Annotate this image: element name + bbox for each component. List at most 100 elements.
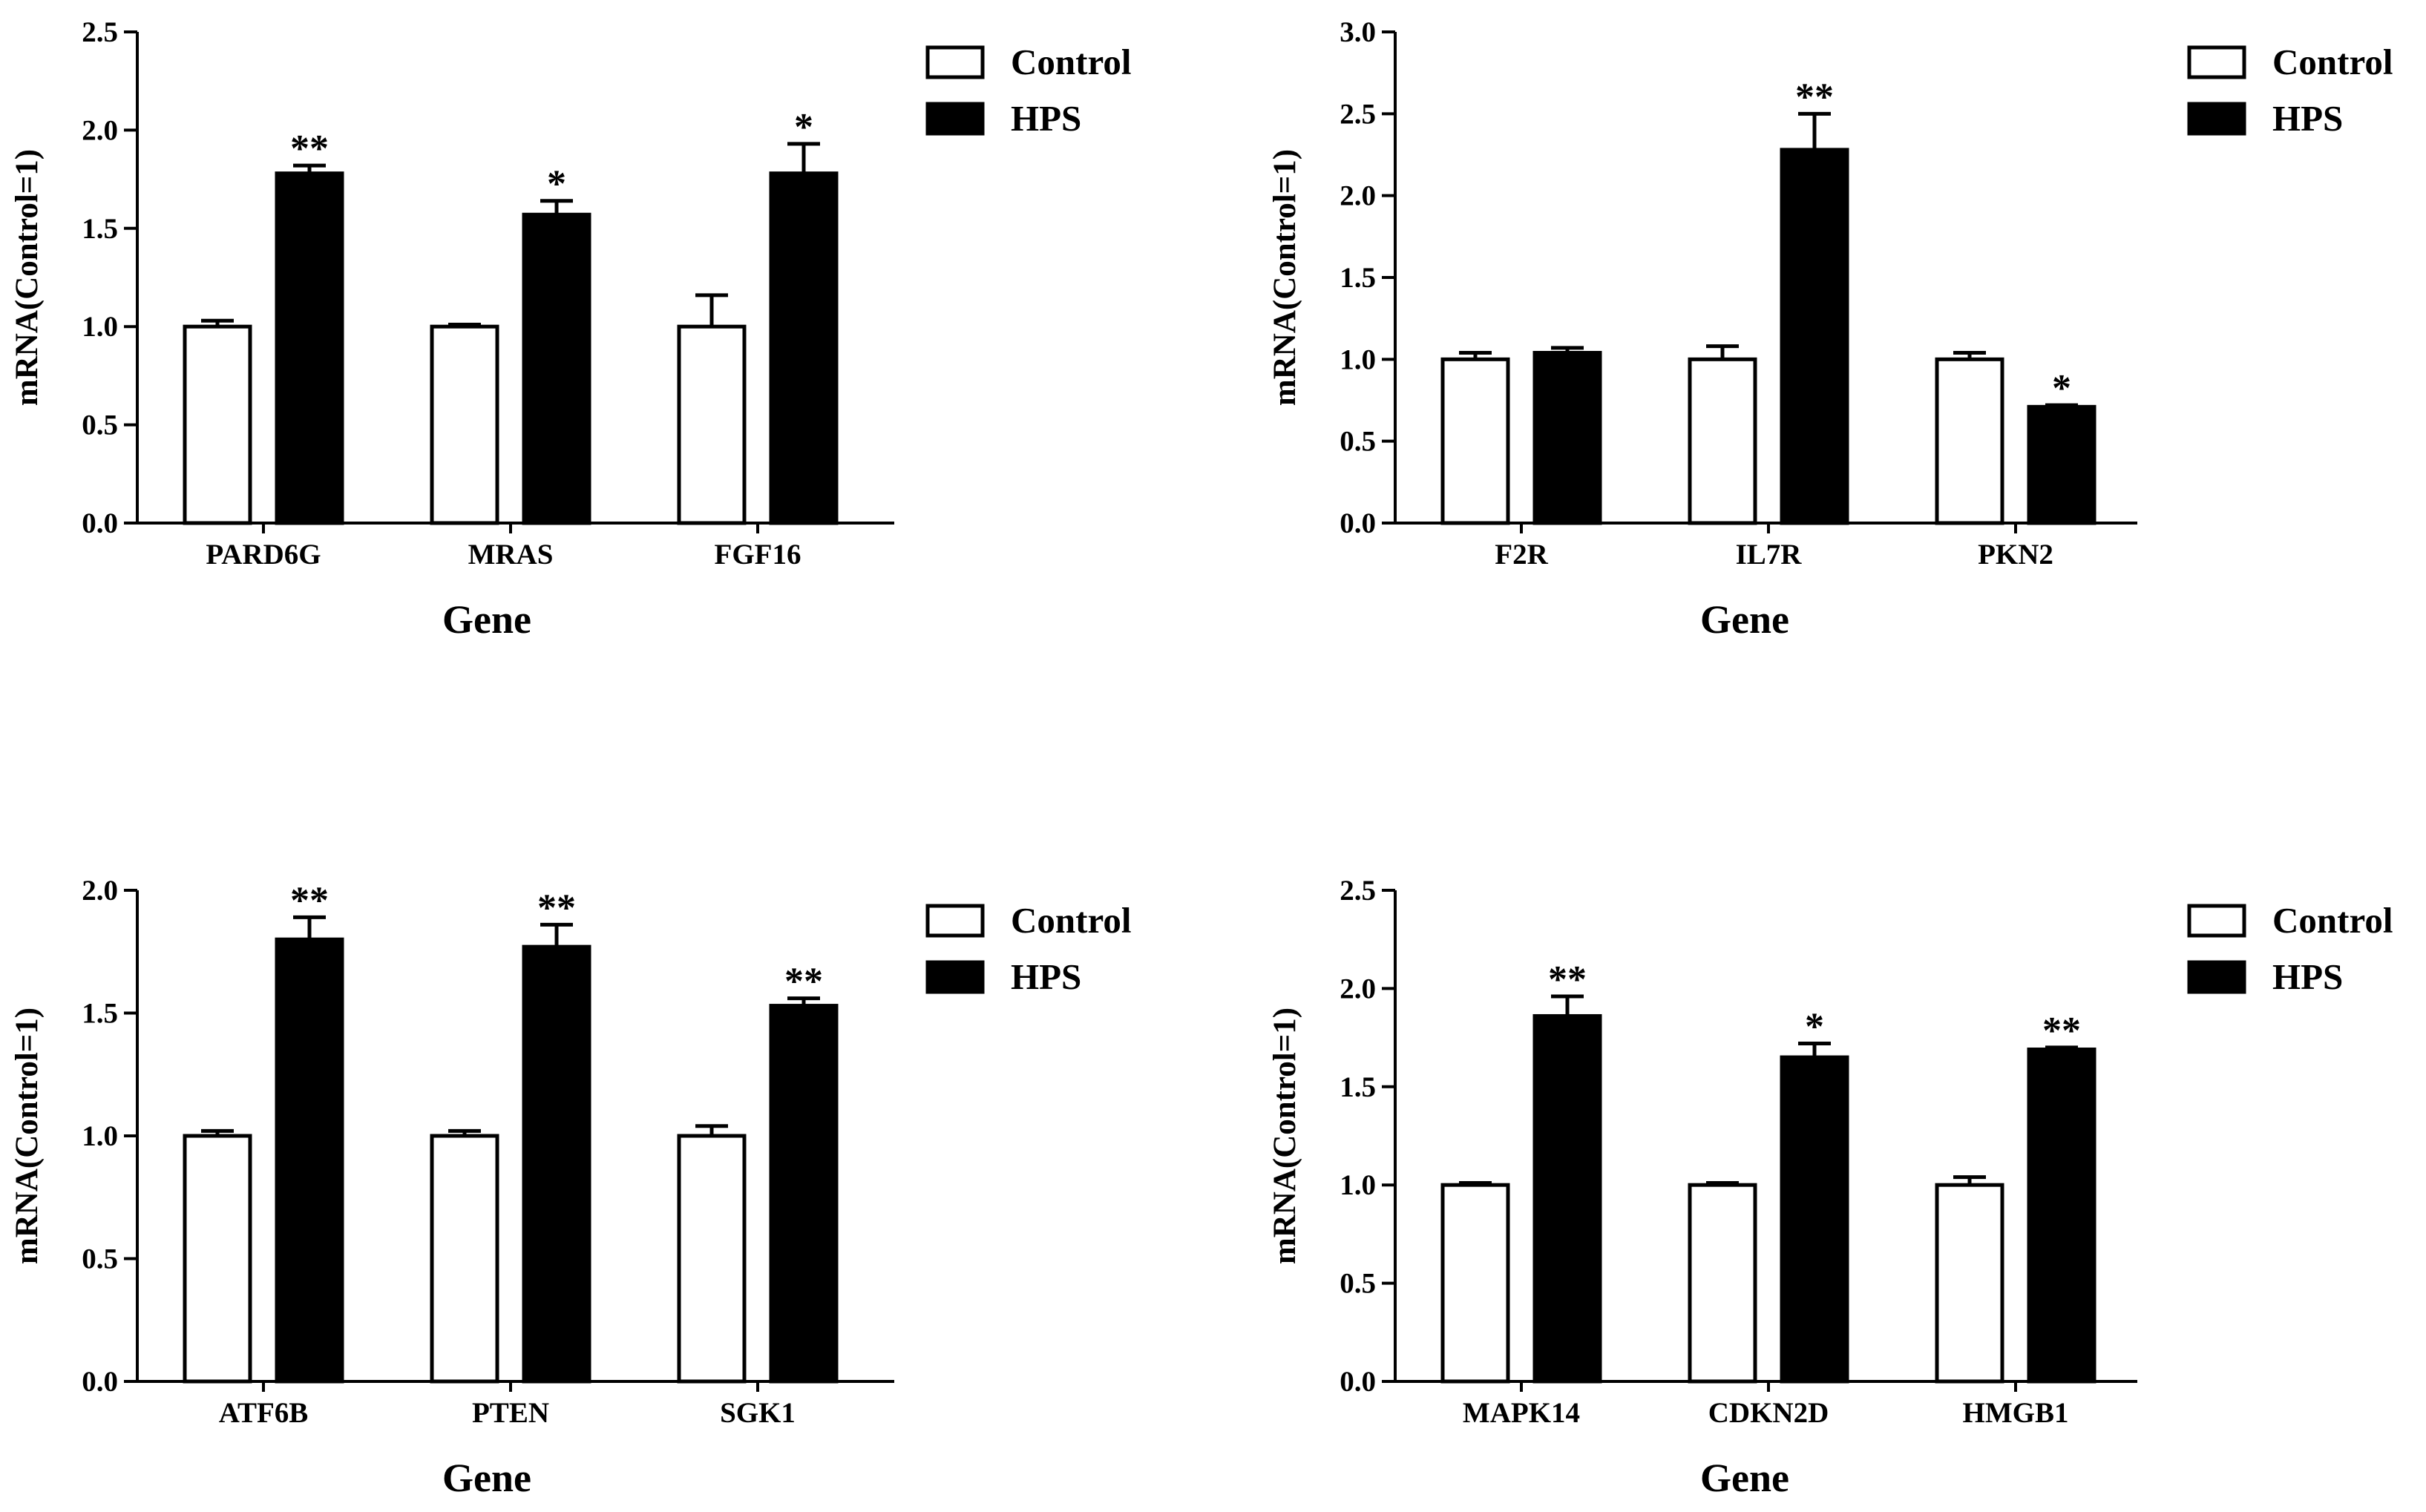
y-tick-label: 1.5 <box>1340 262 1376 294</box>
legend-label-hps: HPS <box>1011 98 1081 139</box>
bar-hps-pkn2 <box>2027 404 2096 525</box>
legend-label-control: Control <box>2272 900 2393 941</box>
legend: Control HPS <box>2187 900 2393 997</box>
y-tick-label: 1.0 <box>82 311 118 343</box>
significance-marker: ** <box>537 887 576 929</box>
significance-marker: * <box>2052 367 2071 410</box>
y-tick-label: 1.5 <box>82 998 118 1030</box>
category-label: PTEN <box>472 1397 549 1429</box>
y-tick-label: 0.5 <box>1340 426 1376 458</box>
significance-marker: ** <box>290 128 329 170</box>
y-tick-label: 1.5 <box>82 213 118 245</box>
category-label: ATF6B <box>219 1397 309 1429</box>
y-tick-label: 0.0 <box>82 507 118 539</box>
significance-marker: * <box>794 106 813 148</box>
category-label: IL7R <box>1736 539 1803 571</box>
y-tick-label: 0.0 <box>82 1366 118 1398</box>
bar-control-fgf16 <box>677 324 747 525</box>
legend-label-control: Control <box>2272 42 2393 82</box>
legend-label-hps: HPS <box>1011 956 1081 997</box>
bar-hps-pten <box>522 944 591 1384</box>
y-tick-label: 0.0 <box>1340 507 1376 539</box>
bar-hps-mapk14 <box>1532 1013 1602 1384</box>
legend-swatch-hps <box>2187 102 2246 136</box>
x-axis-title: Gene <box>1700 1456 1789 1500</box>
bar-control-mapk14 <box>1440 1183 1510 1384</box>
bar-control-f2r <box>1440 357 1510 525</box>
significance-marker: ** <box>2042 1010 2081 1052</box>
significance-marker: * <box>1805 1006 1824 1048</box>
bar-hps-sgk1 <box>769 1004 839 1384</box>
category-label: HMGB1 <box>1963 1397 2069 1429</box>
legend-swatch-hps <box>2187 960 2246 994</box>
legend-label-control: Control <box>1011 900 1131 941</box>
category-label: MAPK14 <box>1463 1397 1580 1429</box>
y-tick-label: 1.0 <box>1340 1169 1376 1201</box>
significance-marker: ** <box>290 879 329 921</box>
y-axis-title: mRNA(Control=1) <box>10 149 45 406</box>
legend-swatch-control <box>925 904 985 938</box>
y-tick-label: 2.0 <box>82 875 118 907</box>
y-tick-label: 2.0 <box>1340 973 1376 1005</box>
legend-swatch-control <box>2187 45 2246 79</box>
y-tick-label: 1.0 <box>1340 344 1376 375</box>
category-label: FGF16 <box>715 539 801 571</box>
legend: Control HPS <box>925 900 1131 997</box>
y-tick-label: 0.5 <box>82 1243 118 1275</box>
category-label: MRAS <box>468 539 554 571</box>
bar-hps-pard6g <box>275 171 344 525</box>
y-tick-label: 2.5 <box>82 16 118 48</box>
legend: Control HPS <box>925 42 1131 139</box>
bar-control-pten <box>430 1134 499 1384</box>
legend-swatch-control <box>925 45 985 79</box>
significance-marker: ** <box>1548 959 1587 1001</box>
legend-label-hps: HPS <box>2272 98 2343 139</box>
significance-marker: ** <box>1795 76 1834 118</box>
chart-panel-top-left: 0.00.51.01.52.02.5mRNA(Control=1)**PARD6… <box>10 16 1131 642</box>
bar-hps-mras <box>522 212 591 525</box>
significance-marker: * <box>547 163 566 206</box>
bar-hps-fgf16 <box>769 171 839 525</box>
bar-control-pkn2 <box>1935 357 2004 525</box>
bar-control-hmgb1 <box>1935 1183 2004 1384</box>
bar-control-sgk1 <box>677 1134 747 1384</box>
x-axis-title: Gene <box>442 597 531 642</box>
y-tick-label: 2.0 <box>1340 180 1376 212</box>
y-tick-label: 0.5 <box>82 410 118 441</box>
y-tick-label: 0.0 <box>1340 1366 1376 1398</box>
legend: Control HPS <box>2187 42 2393 139</box>
category-label: CDKN2D <box>1708 1397 1829 1429</box>
bar-hps-cdkn2d <box>1780 1055 1849 1384</box>
bar-hps-atf6b <box>275 937 344 1384</box>
category-label: F2R <box>1495 539 1548 571</box>
bar-control-il7r <box>1688 357 1757 525</box>
legend-swatch-hps <box>925 102 985 136</box>
y-axis-title: mRNA(Control=1) <box>10 1008 45 1264</box>
y-axis-title: mRNA(Control=1) <box>1268 1008 1302 1264</box>
bar-control-cdkn2d <box>1688 1183 1757 1384</box>
chart-panel-bottom-left: 0.0 0.5 1.0 1.5 2.0 mRNA(Control=1) ** ATF6B ** P… <box>10 875 1131 1500</box>
category-label: PARD6G <box>206 539 321 571</box>
y-tick-label: 2.0 <box>82 114 118 146</box>
x-axis-title: Gene <box>442 1456 531 1500</box>
bar-hps-il7r <box>1780 148 1849 525</box>
y-tick-label: 2.5 <box>1340 98 1376 130</box>
bar-control-atf6b <box>183 1134 252 1384</box>
significance-marker: ** <box>784 961 823 1003</box>
bar-hps-f2r <box>1532 351 1602 525</box>
legend-swatch-control <box>2187 904 2246 938</box>
chart-panel-top-right: 0.0 0.5 1.0 1.5 2.0 2.5 3.0 mRNA(Control=1) F2R *… <box>1268 16 2393 642</box>
bar-control-pard6g <box>183 324 252 525</box>
category-label: SGK1 <box>720 1397 796 1429</box>
category-label: PKN2 <box>1978 539 2053 571</box>
y-tick-label: 0.5 <box>1340 1268 1376 1300</box>
y-tick-label: 2.5 <box>1340 875 1376 907</box>
chart-panel-bottom-right: 0.0 0.5 1.0 1.5 2.0 2.5 mRNA(Control=1) ** MAPK1… <box>1268 875 2393 1500</box>
legend-label-control: Control <box>1011 42 1131 82</box>
bar-control-mras <box>430 324 499 525</box>
y-axis-title: mRNA(Control=1) <box>1268 149 1302 406</box>
y-tick-label: 3.0 <box>1340 16 1376 48</box>
y-tick-label: 1.5 <box>1340 1071 1376 1103</box>
bar-hps-hmgb1 <box>2027 1047 2096 1384</box>
